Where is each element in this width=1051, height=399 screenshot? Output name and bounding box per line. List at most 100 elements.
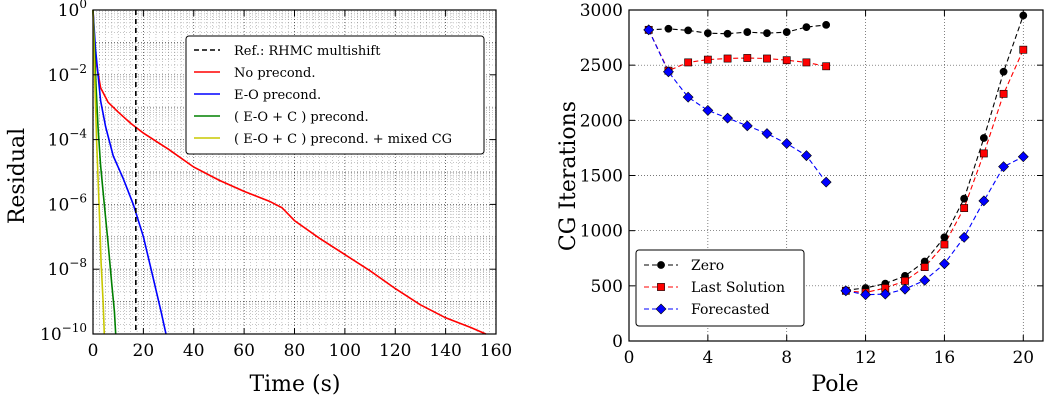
- data-point: [940, 240, 949, 249]
- right-y-tick-labels: 0 500 1000 1500 2000 2500 3000: [580, 1, 623, 352]
- data-point: [741, 120, 753, 132]
- data-point: [899, 283, 911, 295]
- data-point: [763, 29, 771, 38]
- data-point: [703, 29, 712, 38]
- x-tick-label: 120: [379, 341, 411, 361]
- series-line-1: [92, 9, 167, 335]
- legend-label: ( E-O + C ) precond.: [234, 110, 369, 125]
- data-point: [958, 231, 970, 243]
- y-tick-label: 1500: [580, 167, 623, 187]
- left-y-axis-label: Residual: [5, 128, 30, 224]
- series-line-2: [648, 29, 827, 183]
- series-line-0: [845, 15, 1024, 291]
- data-point: [802, 58, 811, 67]
- data-point: [801, 150, 812, 162]
- x-tick-label: 0: [88, 341, 99, 361]
- data-point: [761, 128, 773, 139]
- x-tick-label: 80: [284, 341, 306, 361]
- legend-label: Ref.: RHMC multishift: [234, 44, 381, 59]
- legend-label: Last Solution: [691, 280, 785, 296]
- right-ticks: [628, 9, 1043, 342]
- data-point: [722, 112, 733, 124]
- legend-box: [185, 35, 485, 155]
- data-point: [782, 28, 791, 36]
- data-point: [743, 54, 752, 62]
- y-tick-label: 10−4: [48, 127, 88, 151]
- data-point: [901, 276, 909, 285]
- data-point: [682, 91, 694, 103]
- data-point: [820, 176, 832, 188]
- x-tick-label: 16: [934, 348, 956, 368]
- right-x-axis-label: Pole: [811, 372, 858, 397]
- x-tick-label: 100: [329, 341, 361, 361]
- y-tick-label: 500: [591, 277, 623, 297]
- legend-label: No precond.: [234, 66, 316, 81]
- left-x-tick-labels: 0 20 40 60 80 100 120 140 160: [88, 341, 513, 361]
- x-tick-label: 140: [429, 341, 461, 361]
- data-point: [979, 149, 988, 158]
- data-point: [940, 233, 949, 242]
- data-point: [960, 204, 969, 212]
- y-tick-label: 3000: [580, 1, 623, 21]
- left-series-lines: [92, 9, 487, 335]
- x-tick-label: 8: [781, 348, 792, 368]
- legend-label: Zero: [691, 258, 724, 274]
- series-line-2: [92, 9, 117, 335]
- y-tick-label: 0: [612, 332, 623, 352]
- y-tick-label: 2000: [580, 111, 623, 131]
- legend-label: E-O precond.: [234, 88, 321, 103]
- data-point: [999, 89, 1008, 98]
- series-line-3: [92, 9, 106, 335]
- series-line-0: [648, 24, 827, 35]
- series-line-2: [845, 156, 1024, 296]
- y-tick-label: 1000: [580, 222, 623, 242]
- left-ticks: [92, 9, 497, 335]
- legend-box: [635, 249, 805, 327]
- x-tick-label: 160: [480, 341, 512, 361]
- data-point: [663, 66, 674, 78]
- data-point: [840, 285, 852, 297]
- y-tick-label: 10−6: [48, 191, 87, 215]
- y-tick-label: 10−2: [48, 62, 87, 86]
- data-point: [919, 274, 931, 286]
- data-point: [979, 134, 988, 142]
- data-point: [702, 104, 714, 116]
- x-tick-label: 20: [1012, 348, 1034, 368]
- y-tick-label: 10−8: [48, 256, 87, 280]
- x-tick-label: 40: [183, 341, 205, 361]
- data-point: [998, 161, 1009, 173]
- x-tick-label: 60: [233, 341, 255, 361]
- data-point: [822, 20, 831, 29]
- right-y-axis-label: CG Iterations: [556, 101, 581, 251]
- data-point: [763, 54, 771, 63]
- data-point: [1019, 45, 1028, 54]
- legend-marker: [655, 303, 667, 315]
- data-point: [723, 29, 732, 38]
- series-line-1: [845, 49, 1024, 294]
- left-x-axis-label: Time (s): [249, 372, 340, 397]
- right-x-tick-labels: 0 4 8 12 16 20: [624, 348, 1035, 368]
- x-tick-label: 4: [702, 348, 713, 368]
- data-point: [920, 263, 929, 271]
- data-point: [960, 194, 969, 203]
- data-point: [684, 26, 693, 35]
- data-point: [703, 55, 712, 64]
- series-line-1: [648, 29, 827, 72]
- residual-chart: 0 20 40 60 80 100 120 140 160 100 10−2 10−4 10−6 10−…: [5, 0, 512, 397]
- data-point: [860, 289, 871, 301]
- series-line-0: [92, 9, 487, 335]
- x-tick-label: 12: [855, 348, 877, 368]
- right-series-markers: [643, 11, 1029, 301]
- data-point: [781, 138, 793, 149]
- data-point: [802, 23, 811, 32]
- data-point: [1017, 151, 1029, 163]
- data-point: [723, 54, 732, 63]
- legend-label: Forecasted: [691, 302, 770, 318]
- legend-marker: [657, 283, 665, 291]
- y-tick-label: 2500: [580, 56, 623, 76]
- data-point: [743, 28, 752, 36]
- left-y-tick-labels: 100 10−2 10−4 10−6 10−8 10−10: [40, 0, 87, 345]
- data-point: [664, 24, 673, 33]
